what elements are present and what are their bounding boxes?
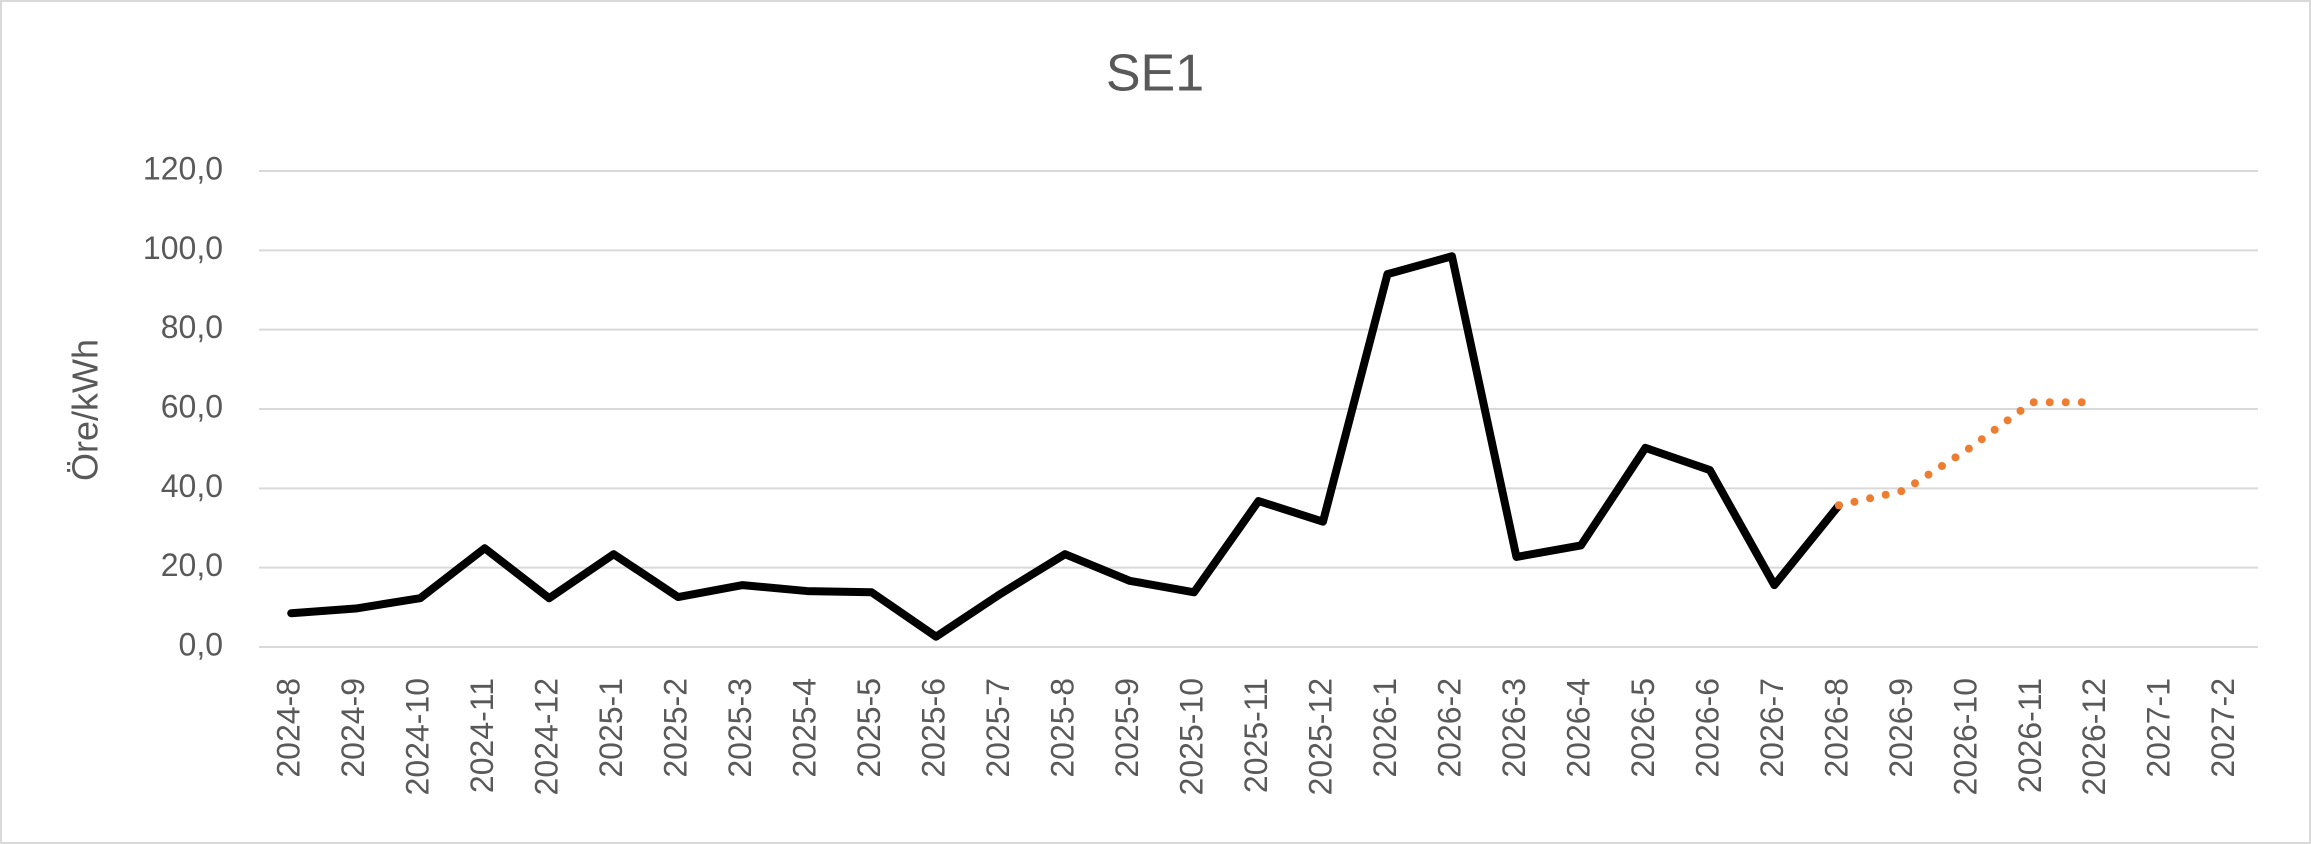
x-tick-label: 2024-10 bbox=[400, 678, 436, 795]
chart-title: SE1 bbox=[1106, 45, 1204, 103]
x-tick-label: 2025-5 bbox=[851, 678, 887, 778]
x-tick-label: 2026-8 bbox=[1818, 678, 1854, 778]
x-tick-label: 2025-9 bbox=[1109, 678, 1145, 778]
y-tick-label: 40,0 bbox=[161, 468, 223, 504]
y-tick-label: 20,0 bbox=[161, 547, 223, 583]
x-tick-label: 2024-11 bbox=[464, 678, 500, 793]
x-tick-label: 2027-2 bbox=[2205, 678, 2241, 778]
x-tick-label: 2024-9 bbox=[335, 678, 371, 778]
x-tick-label: 2025-12 bbox=[1302, 678, 1338, 795]
x-tick-label: 2026-9 bbox=[1883, 678, 1919, 778]
x-tick-label: 2025-3 bbox=[722, 678, 758, 778]
x-tick-label: 2026-6 bbox=[1689, 678, 1725, 778]
y-tick-label: 60,0 bbox=[161, 388, 223, 424]
y-tick-label: 120,0 bbox=[143, 150, 223, 186]
x-tick-label: 2026-3 bbox=[1496, 678, 1532, 778]
x-tick-label: 2026-7 bbox=[1754, 678, 1790, 778]
x-tick-label: 2025-6 bbox=[916, 678, 952, 778]
x-tick-label: 2025-8 bbox=[1045, 678, 1081, 778]
x-tick-label: 2025-7 bbox=[980, 678, 1016, 778]
x-tick-label: 2026-5 bbox=[1625, 678, 1661, 778]
series-line bbox=[287, 252, 1843, 641]
x-tick-label: 2026-10 bbox=[1947, 678, 1983, 795]
x-tick-label: 2025-11 bbox=[1238, 678, 1274, 793]
x-tick-label: 2025-1 bbox=[593, 678, 629, 778]
x-tick-label: 2027-1 bbox=[2141, 678, 2177, 778]
series-line bbox=[1834, 398, 2101, 510]
x-tick-label: 2026-1 bbox=[1367, 678, 1403, 778]
x-tick-label: 2026-2 bbox=[1431, 678, 1467, 778]
x-tick-label: 2026-12 bbox=[2076, 678, 2112, 795]
x-tick-label: 2025-2 bbox=[658, 678, 694, 778]
x-tick-label: 2025-10 bbox=[1173, 678, 1209, 795]
x-tick-label: 2024-8 bbox=[271, 678, 307, 778]
x-tick-label: 2025-4 bbox=[787, 678, 823, 778]
x-tick-label: 2026-11 bbox=[2012, 678, 2048, 793]
x-tick-label: 2024-12 bbox=[529, 678, 565, 795]
x-tick-label: 2026-4 bbox=[1560, 678, 1596, 778]
y-tick-label: 80,0 bbox=[161, 309, 223, 345]
y-tick-label: 0,0 bbox=[179, 626, 223, 662]
y-axis-title: Öre/kWh bbox=[65, 339, 106, 481]
y-tick-label: 100,0 bbox=[143, 230, 223, 266]
